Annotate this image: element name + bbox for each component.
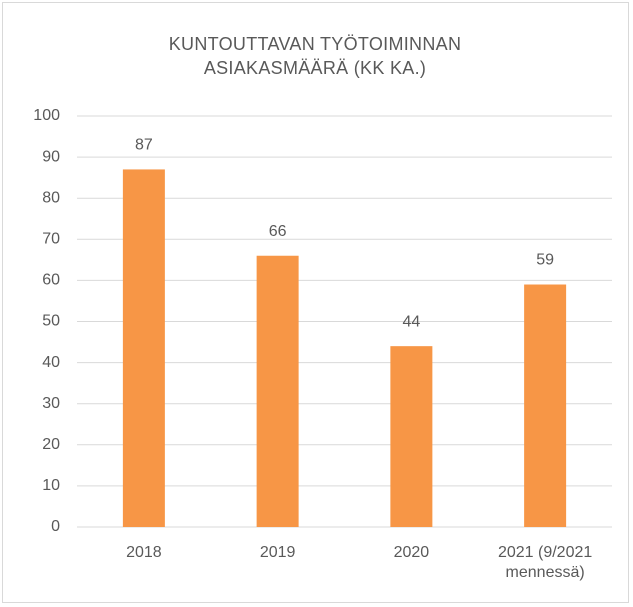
y-tick-label: 40 (42, 354, 60, 371)
y-tick-label: 10 (42, 477, 60, 494)
value-label: 87 (135, 137, 153, 154)
value-label: 59 (536, 252, 554, 269)
y-tick-label: 90 (42, 148, 60, 165)
y-tick-label: 20 (42, 436, 60, 453)
x-tick-label: 2018 (126, 544, 162, 561)
y-tick-label: 0 (51, 518, 60, 535)
y-tick-label: 30 (42, 395, 60, 412)
x-tick-label: 2021 (9/2021 mennessä) (497, 544, 593, 581)
chart-title: KUNTOUTTAVAN TYÖTOIMINNAN ASIAKASMÄÄRÄ (… (168, 34, 462, 78)
x-tick-label: 2019 (259, 544, 296, 561)
y-tick-label: 100 (33, 107, 60, 124)
bar (256, 255, 299, 528)
y-tick-label: 70 (42, 231, 60, 248)
value-label: 44 (402, 313, 420, 330)
y-tick-label: 50 (42, 313, 60, 330)
bar (524, 284, 567, 527)
bar (390, 346, 433, 527)
value-label: 66 (269, 223, 287, 240)
y-tick-label: 60 (42, 272, 60, 289)
bar (122, 169, 165, 527)
x-tick-label: 2020 (393, 544, 430, 561)
y-tick-label: 80 (42, 189, 60, 206)
